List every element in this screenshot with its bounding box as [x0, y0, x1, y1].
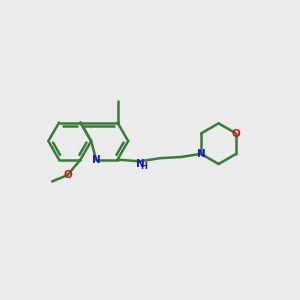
- Text: O: O: [232, 128, 241, 139]
- Text: N: N: [196, 149, 206, 159]
- Text: H: H: [140, 162, 147, 171]
- Text: N: N: [92, 154, 100, 165]
- Text: O: O: [63, 170, 72, 180]
- Text: N: N: [136, 159, 144, 169]
